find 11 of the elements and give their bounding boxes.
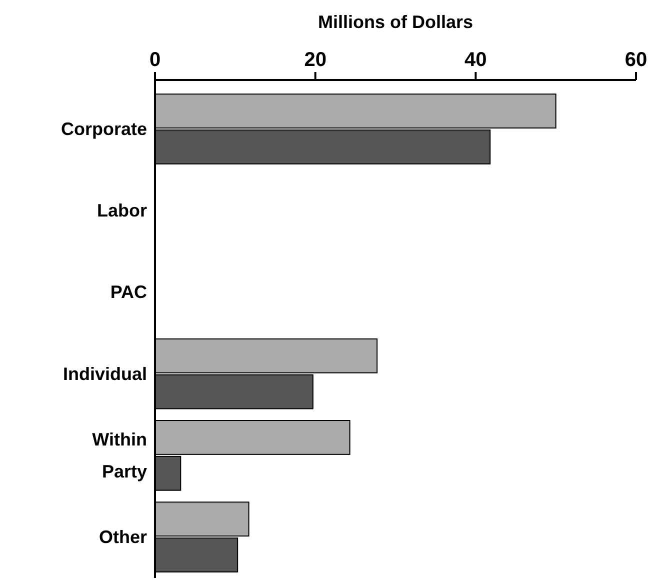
x-axis-title: Millions of Dollars	[318, 12, 474, 32]
y-tick-label: Other	[98, 526, 147, 547]
x-tick-label: 60	[624, 49, 648, 71]
y-tick-label: Within Party	[92, 429, 147, 482]
x-tick-label: 20	[304, 49, 326, 71]
y-tick-label: PAC	[110, 282, 147, 302]
y-tick-label: Individual	[62, 364, 147, 384]
x-tick-label: 0	[149, 49, 161, 71]
x-tick-label: 40	[464, 49, 487, 71]
y-tick-label: Labor	[96, 200, 147, 220]
y-tick-label: Corporate	[60, 118, 147, 139]
